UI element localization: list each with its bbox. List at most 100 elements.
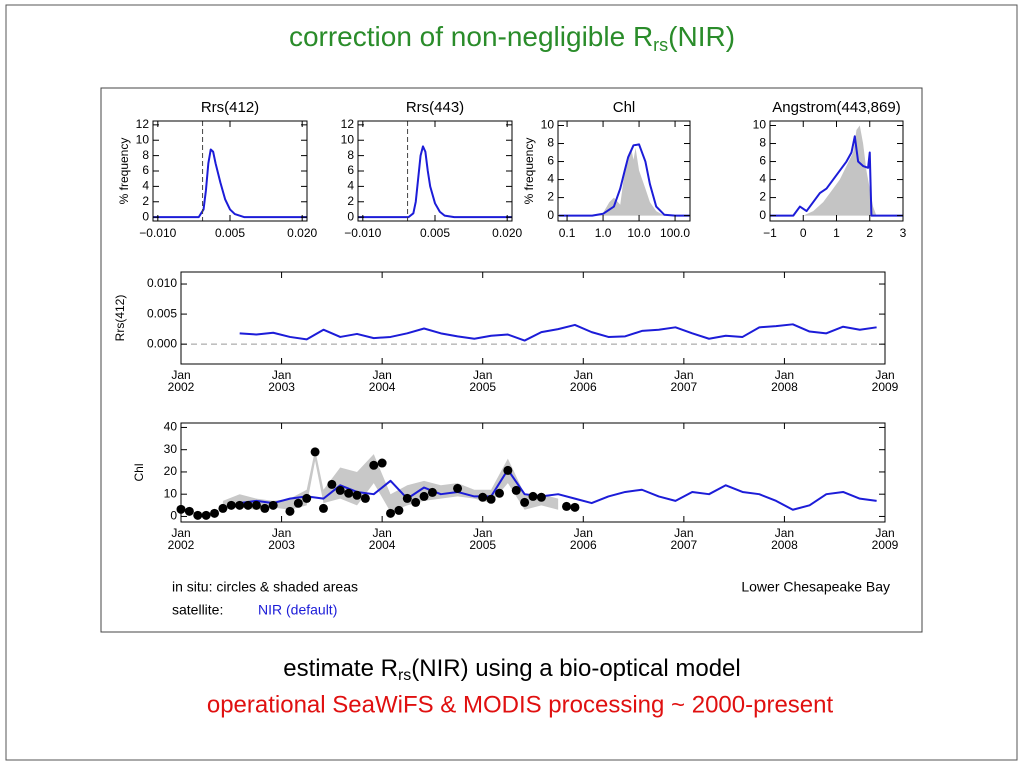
y-tick-label: 0.000	[147, 336, 177, 350]
y-tick-label: 4	[759, 172, 766, 186]
in-situ-point	[570, 502, 580, 512]
in-situ-point	[360, 493, 370, 503]
y-tick-label: 10	[541, 118, 555, 132]
in-situ-point	[235, 500, 245, 510]
frequency-area	[592, 148, 665, 216]
title-text: correction of non-negligible R	[289, 21, 653, 52]
in-situ-point	[318, 503, 328, 513]
x-tick-label: Jan	[171, 368, 190, 382]
footer-line1: estimate Rrs(NIR) using a bio-optical mo…	[283, 655, 741, 684]
plot-frame	[557, 120, 691, 222]
in-situ-point	[344, 488, 354, 498]
x-tick-label: Jan	[674, 368, 693, 382]
y-tick-label: 6	[547, 154, 554, 168]
y-tick-label: 8	[759, 136, 766, 150]
x-tick-label: −0.010	[139, 226, 176, 240]
in-situ-point	[369, 460, 379, 470]
frequency-area	[803, 125, 877, 216]
y-tick-label: 12	[341, 117, 355, 131]
annotation: in situ: circles & shaded areas	[172, 579, 358, 595]
y-tick-label: 12	[136, 117, 150, 131]
x-tick-label: 2007	[671, 538, 698, 552]
in-situ-point	[419, 491, 429, 501]
y-axis-label: % frequency	[117, 138, 131, 205]
x-tick-label: 2006	[570, 380, 597, 394]
in-situ-point	[478, 492, 488, 502]
y-tick-label: 0	[347, 209, 354, 223]
x-tick-label: Jan	[574, 368, 593, 382]
x-tick-label: 2003	[268, 538, 295, 552]
in-situ-point	[285, 506, 295, 516]
y-axis-label: Rrs(412)	[113, 295, 127, 342]
x-tick-label: −1	[763, 226, 777, 240]
x-tick-label: Jan	[875, 368, 894, 382]
footer-tail: (NIR) using a bio-optical model	[411, 655, 740, 682]
x-tick-label: 2003	[268, 380, 295, 394]
y-axis-label: % frequency	[522, 138, 536, 205]
y-tick-label: 0	[547, 208, 554, 222]
in-situ-point	[201, 510, 211, 520]
y-tick-label: 10	[753, 118, 767, 132]
y-tick-label: 0.005	[147, 306, 177, 320]
in-situ-point	[528, 491, 538, 501]
in-situ-point	[243, 500, 253, 510]
in-situ-point	[210, 508, 220, 518]
plot-frame	[180, 271, 886, 365]
data-line	[770, 135, 903, 217]
x-tick-label: 0.020	[287, 226, 317, 240]
x-tick-label: 2004	[369, 538, 396, 552]
y-tick-label: 10	[136, 132, 150, 146]
x-tick-label: 0	[800, 226, 807, 240]
plot-frame	[180, 422, 886, 523]
data-line	[559, 143, 690, 217]
x-tick-label: Jan	[171, 526, 190, 540]
in-situ-point	[494, 488, 504, 498]
x-tick-label: 2009	[872, 380, 899, 394]
y-tick-label: 2	[347, 194, 354, 208]
x-tick-label: Jan	[775, 368, 794, 382]
x-tick-label: Jan	[674, 526, 693, 540]
x-tick-label: 2005	[469, 538, 496, 552]
x-tick-label: Jan	[473, 368, 492, 382]
in-situ-point	[486, 494, 496, 504]
y-tick-label: 0.010	[147, 276, 177, 290]
chart-title: Rrs(443)	[406, 99, 464, 116]
in-situ-point	[427, 487, 437, 497]
x-tick-label: 0.1	[559, 226, 576, 240]
data-line	[358, 145, 512, 219]
in-situ-point	[377, 458, 387, 468]
footer-text: estimate R	[283, 655, 398, 682]
data-line	[153, 148, 307, 219]
in-situ-point	[260, 503, 270, 513]
in-situ-point	[453, 483, 463, 493]
in-situ-point	[218, 503, 228, 513]
x-tick-label: 2004	[369, 380, 396, 394]
footer-line2: operational SeaWiFS & MODIS processing ~…	[207, 691, 834, 718]
y-tick-label: 4	[547, 172, 554, 186]
y-tick-label: 8	[142, 148, 149, 162]
in-situ-point	[193, 510, 203, 520]
legend-entry: NIR (default)	[258, 602, 337, 618]
x-tick-label: 1	[833, 226, 840, 240]
chart-title: Chl	[613, 99, 636, 116]
y-tick-label: 10	[341, 132, 355, 146]
x-tick-label: Jan	[775, 526, 794, 540]
y-tick-label: 6	[347, 163, 354, 177]
x-tick-label: 2008	[771, 538, 798, 552]
y-tick-label: 0	[170, 509, 177, 523]
y-tick-label: 0	[142, 209, 149, 223]
x-tick-label: Jan	[272, 368, 291, 382]
in-situ-point	[226, 500, 236, 510]
y-tick-label: 10	[164, 486, 178, 500]
x-tick-label: 2007	[671, 380, 698, 394]
y-tick-label: 4	[142, 179, 149, 193]
title-tail: (NIR)	[668, 21, 735, 52]
in-situ-point	[402, 493, 412, 503]
in-situ-point	[268, 500, 278, 510]
y-tick-label: 8	[547, 136, 554, 150]
in-situ-point	[302, 493, 312, 503]
x-tick-label: 10.0	[627, 226, 651, 240]
x-tick-label: Jan	[875, 526, 894, 540]
in-situ-point	[562, 501, 572, 511]
